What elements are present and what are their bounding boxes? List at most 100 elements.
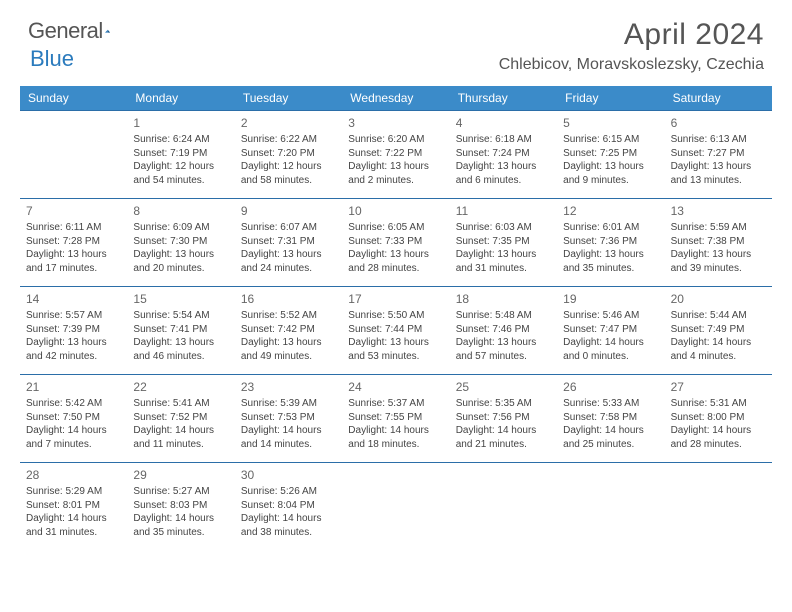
day-detail-line: Sunrise: 6:15 AM — [563, 133, 658, 147]
day-detail-line: and 39 minutes. — [671, 262, 766, 276]
day-detail-line: and 31 minutes. — [456, 262, 551, 276]
day-detail-line: Daylight: 14 hours — [133, 424, 228, 438]
day-detail-line: Sunrise: 5:29 AM — [26, 485, 121, 499]
calendar-cell: 21Sunrise: 5:42 AMSunset: 7:50 PMDayligh… — [20, 374, 127, 462]
day-detail-line: Daylight: 13 hours — [348, 336, 443, 350]
brand-word1: General — [28, 18, 103, 44]
day-detail-line: Daylight: 13 hours — [456, 336, 551, 350]
day-detail-line: and 14 minutes. — [241, 438, 336, 452]
calendar-grid: SundayMondayTuesdayWednesdayThursdayFrid… — [20, 86, 772, 550]
day-number: 29 — [133, 467, 228, 483]
day-detail-line: Sunrise: 5:42 AM — [26, 397, 121, 411]
day-number: 1 — [133, 115, 228, 131]
day-detail-line: Sunset: 7:22 PM — [348, 147, 443, 161]
day-detail-line: Sunrise: 6:22 AM — [241, 133, 336, 147]
day-detail-line: Sunset: 7:19 PM — [133, 147, 228, 161]
day-detail-line: Sunset: 7:41 PM — [133, 323, 228, 337]
calendar-cell: 28Sunrise: 5:29 AMSunset: 8:01 PMDayligh… — [20, 462, 127, 550]
calendar-cell: 15Sunrise: 5:54 AMSunset: 7:41 PMDayligh… — [127, 286, 234, 374]
day-detail-line: Sunrise: 6:05 AM — [348, 221, 443, 235]
brand-word2: Blue — [30, 46, 74, 72]
calendar-cell — [342, 462, 449, 550]
day-detail-line: Daylight: 14 hours — [133, 512, 228, 526]
calendar-cell: 25Sunrise: 5:35 AMSunset: 7:56 PMDayligh… — [450, 374, 557, 462]
day-number: 13 — [671, 203, 766, 219]
day-detail-line: Sunrise: 5:54 AM — [133, 309, 228, 323]
day-detail-line: Daylight: 13 hours — [456, 160, 551, 174]
day-detail-line: Sunset: 7:44 PM — [348, 323, 443, 337]
page-title: April 2024 — [499, 18, 764, 52]
day-detail-line: Daylight: 13 hours — [348, 160, 443, 174]
day-detail-line: Daylight: 13 hours — [671, 248, 766, 262]
day-detail-line: Sunrise: 6:01 AM — [563, 221, 658, 235]
day-detail-line: Sunrise: 6:11 AM — [26, 221, 121, 235]
day-number: 16 — [241, 291, 336, 307]
calendar-cell — [450, 462, 557, 550]
day-detail-line: and 25 minutes. — [563, 438, 658, 452]
calendar-cell: 13Sunrise: 5:59 AMSunset: 7:38 PMDayligh… — [665, 198, 772, 286]
calendar-cell: 10Sunrise: 6:05 AMSunset: 7:33 PMDayligh… — [342, 198, 449, 286]
day-number: 22 — [133, 379, 228, 395]
calendar-cell — [20, 110, 127, 198]
day-detail-line: Sunrise: 5:35 AM — [456, 397, 551, 411]
day-number: 24 — [348, 379, 443, 395]
day-detail-line: Sunrise: 6:18 AM — [456, 133, 551, 147]
day-number: 3 — [348, 115, 443, 131]
day-detail-line: Sunset: 7:24 PM — [456, 147, 551, 161]
calendar-cell: 5Sunrise: 6:15 AMSunset: 7:25 PMDaylight… — [557, 110, 664, 198]
day-number: 11 — [456, 203, 551, 219]
day-detail-line: and 42 minutes. — [26, 350, 121, 364]
day-detail-line: Daylight: 12 hours — [133, 160, 228, 174]
day-detail-line: Sunset: 7:49 PM — [671, 323, 766, 337]
day-number: 25 — [456, 379, 551, 395]
day-detail-line: Sunset: 8:01 PM — [26, 499, 121, 513]
day-number: 26 — [563, 379, 658, 395]
day-number: 27 — [671, 379, 766, 395]
day-detail-line: Sunrise: 5:44 AM — [671, 309, 766, 323]
day-header: Tuesday — [235, 86, 342, 110]
day-detail-line: and 35 minutes. — [133, 526, 228, 540]
day-number: 4 — [456, 115, 551, 131]
calendar-cell: 18Sunrise: 5:48 AMSunset: 7:46 PMDayligh… — [450, 286, 557, 374]
calendar-cell: 30Sunrise: 5:26 AMSunset: 8:04 PMDayligh… — [235, 462, 342, 550]
calendar-cell — [665, 462, 772, 550]
day-header: Thursday — [450, 86, 557, 110]
day-detail-line: and 6 minutes. — [456, 174, 551, 188]
day-detail-line: and 13 minutes. — [671, 174, 766, 188]
calendar-cell: 26Sunrise: 5:33 AMSunset: 7:58 PMDayligh… — [557, 374, 664, 462]
day-detail-line: and 35 minutes. — [563, 262, 658, 276]
day-detail-line: Sunrise: 6:07 AM — [241, 221, 336, 235]
day-detail-line: and 20 minutes. — [133, 262, 228, 276]
day-detail-line: Daylight: 13 hours — [133, 248, 228, 262]
day-detail-line: Daylight: 12 hours — [241, 160, 336, 174]
day-detail-line: Daylight: 14 hours — [456, 424, 551, 438]
day-detail-line: Sunrise: 6:20 AM — [348, 133, 443, 147]
day-detail-line: Sunrise: 6:24 AM — [133, 133, 228, 147]
day-detail-line: Sunrise: 5:26 AM — [241, 485, 336, 499]
day-detail-line: and 7 minutes. — [26, 438, 121, 452]
calendar-cell: 14Sunrise: 5:57 AMSunset: 7:39 PMDayligh… — [20, 286, 127, 374]
day-detail-line: Sunset: 7:30 PM — [133, 235, 228, 249]
calendar-cell: 20Sunrise: 5:44 AMSunset: 7:49 PMDayligh… — [665, 286, 772, 374]
day-header: Wednesday — [342, 86, 449, 110]
calendar-cell: 17Sunrise: 5:50 AMSunset: 7:44 PMDayligh… — [342, 286, 449, 374]
day-number: 2 — [241, 115, 336, 131]
day-detail-line: Sunset: 7:47 PM — [563, 323, 658, 337]
day-detail-line: Sunrise: 5:27 AM — [133, 485, 228, 499]
calendar-cell: 8Sunrise: 6:09 AMSunset: 7:30 PMDaylight… — [127, 198, 234, 286]
day-detail-line: Daylight: 13 hours — [563, 160, 658, 174]
day-detail-line: Daylight: 13 hours — [671, 160, 766, 174]
calendar-cell: 23Sunrise: 5:39 AMSunset: 7:53 PMDayligh… — [235, 374, 342, 462]
day-detail-line: and 53 minutes. — [348, 350, 443, 364]
day-detail-line: and 24 minutes. — [241, 262, 336, 276]
day-detail-line: Sunset: 7:20 PM — [241, 147, 336, 161]
calendar-cell: 12Sunrise: 6:01 AMSunset: 7:36 PMDayligh… — [557, 198, 664, 286]
brand-logo: General — [28, 18, 133, 44]
day-detail-line: Sunset: 7:33 PM — [348, 235, 443, 249]
day-detail-line: Sunrise: 6:03 AM — [456, 221, 551, 235]
day-number: 8 — [133, 203, 228, 219]
calendar-cell: 29Sunrise: 5:27 AMSunset: 8:03 PMDayligh… — [127, 462, 234, 550]
day-detail-line: Daylight: 14 hours — [563, 424, 658, 438]
brand-mark-icon — [105, 21, 110, 41]
day-detail-line: and 28 minutes. — [348, 262, 443, 276]
